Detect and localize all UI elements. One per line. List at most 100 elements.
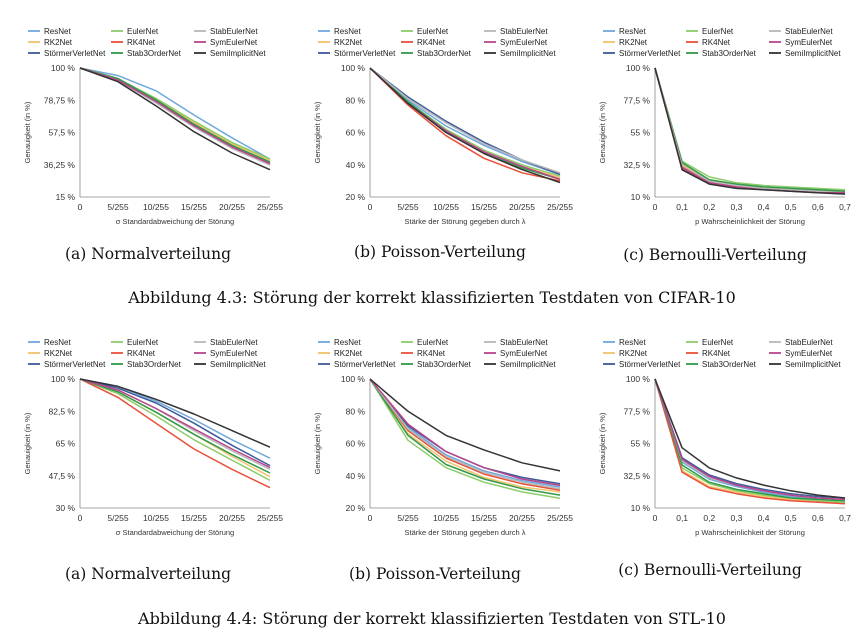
legend-label: ResNet <box>619 338 646 347</box>
x-tick-label: 15/255 <box>471 202 497 212</box>
figure-caption-stl: Abbildung 4.4: Störung der korrekt klass… <box>138 609 726 628</box>
y-tick-label: 47,5 % <box>49 471 76 481</box>
series-line-stab3ordernet <box>79 67 271 163</box>
legend-label: RK4Net <box>417 349 446 358</box>
legend-label: StabEulerNet <box>500 338 548 347</box>
x-tick-label: 15/255 <box>181 202 207 212</box>
series-line-rk2net <box>654 378 846 504</box>
chart-cifar-poisson: ResNet RK2Net StörmerVerletNet EulerNet RK4N… <box>313 27 573 226</box>
x-tick-label: 5/255 <box>107 202 129 212</box>
legend-label: StörmerVerletNet <box>619 360 681 369</box>
legend-label: StörmerVerletNet <box>44 360 106 369</box>
legend-label: RK4Net <box>417 38 446 47</box>
y-tick-label: 36,25 % <box>44 160 76 170</box>
legend-label: StabEulerNet <box>785 27 833 36</box>
x-axis-label: Stärke der Störung gegeben durch λ <box>405 528 526 537</box>
legend-label: ResNet <box>334 27 361 36</box>
y-axis-label: Genauigkeit (in %) <box>313 412 322 474</box>
series-line-symeulernet <box>654 378 846 501</box>
y-tick-label: 30 % <box>56 503 76 513</box>
legend-label: Stab3OrderNet <box>417 360 472 369</box>
series-line-störmerverletnet <box>79 378 271 467</box>
legend-label: SymEulerNet <box>785 349 833 358</box>
legend-label: RK2Net <box>334 349 363 358</box>
x-tick-label: 0,6 <box>812 513 824 523</box>
x-tick-label: 15/255 <box>471 513 497 523</box>
x-tick-label: 10/255 <box>433 513 459 523</box>
legend-label: RK4Net <box>702 38 731 47</box>
series-line-stabeulernet <box>654 67 846 194</box>
series-line-semiimplicitnet <box>79 378 271 448</box>
series-line-stab3ordernet <box>369 378 561 496</box>
legend-label: SymEulerNet <box>500 38 548 47</box>
y-tick-label: 65 % <box>56 439 76 449</box>
caption-cifar-poisson: (b) Poisson-Verteilung <box>354 243 526 261</box>
chart-stl-bernoulli: ResNet RK2Net StörmerVerletNet EulerNet RK4N… <box>598 338 851 537</box>
series-line-eulernet <box>79 378 271 482</box>
caption-stl-poisson: (b) Poisson-Verteilung <box>349 565 521 583</box>
x-tick-label: 20/255 <box>509 202 535 212</box>
legend-label: RK2Net <box>334 38 363 47</box>
caption-stl-normal: (a) Normalverteilung <box>64 565 231 583</box>
x-tick-label: 10/255 <box>143 202 169 212</box>
series-line-resnet <box>369 67 561 176</box>
series-line-störmerverletnet <box>654 67 846 194</box>
x-tick-label: 20/255 <box>219 513 245 523</box>
y-axis-label: Genauigkeit (in %) <box>598 101 607 163</box>
x-tick-label: 25/255 <box>547 513 573 523</box>
series-line-stabeulernet <box>369 378 561 490</box>
x-tick-label: 0,3 <box>731 202 743 212</box>
y-tick-label: 20 % <box>346 503 366 513</box>
series-line-rk2net <box>654 67 846 193</box>
y-axis-label: Genauigkeit (in %) <box>23 412 32 474</box>
chart-stl-normal: ResNet RK2Net StörmerVerletNet EulerNet RK4N… <box>23 338 283 537</box>
legend-label: Stab3OrderNet <box>127 360 182 369</box>
caption-cifar-bernoulli: (c) Bernoulli-Verteilung <box>623 246 807 264</box>
y-tick-label: 60 % <box>346 128 366 138</box>
legend-label: StabEulerNet <box>210 27 258 36</box>
x-tick-label: 0,5 <box>785 513 797 523</box>
x-tick-label: 15/255 <box>181 513 207 523</box>
y-tick-label: 55 % <box>631 439 651 449</box>
y-tick-label: 100 % <box>341 63 366 73</box>
figure-caption-cifar: Abbildung 4.3: Störung der korrekt klass… <box>128 288 736 307</box>
x-tick-label: 25/255 <box>547 202 573 212</box>
legend-label: EulerNet <box>702 27 734 36</box>
legend-label: Stab3OrderNet <box>417 49 472 58</box>
legend-label: StabEulerNet <box>210 338 258 347</box>
legend-label: Stab3OrderNet <box>702 360 757 369</box>
legend-label: EulerNet <box>127 27 159 36</box>
legend-label: RK4Net <box>127 349 156 358</box>
y-tick-label: 100 % <box>51 374 76 384</box>
x-tick-label: 0 <box>368 202 373 212</box>
legend-label: RK2Net <box>44 38 73 47</box>
y-tick-label: 40 % <box>346 160 366 170</box>
legend-label: RK2Net <box>44 349 73 358</box>
y-axis-label: Genauigkeit (in %) <box>23 101 32 163</box>
series-line-eulernet <box>369 67 561 177</box>
x-tick-label: 25/255 <box>257 513 283 523</box>
series-line-resnet <box>654 67 846 194</box>
legend-label: Stab3OrderNet <box>702 49 757 58</box>
legend-label: SymEulerNet <box>785 38 833 47</box>
y-axis-label: Genauigkeit (in %) <box>598 412 607 474</box>
series-line-rk4net <box>79 378 271 489</box>
y-tick-label: 80 % <box>346 406 366 416</box>
x-tick-label: 10/255 <box>433 202 459 212</box>
y-tick-label: 100 % <box>626 63 651 73</box>
y-tick-label: 100 % <box>51 63 76 73</box>
series-line-störmerverletnet <box>654 378 846 499</box>
y-tick-label: 57,5 % <box>49 128 76 138</box>
x-tick-label: 0,4 <box>758 513 770 523</box>
legend-label: StörmerVerletNet <box>334 360 396 369</box>
y-tick-label: 100 % <box>341 374 366 384</box>
y-tick-label: 82,5 % <box>49 406 76 416</box>
series-line-symeulernet <box>654 67 845 194</box>
series-line-symeulernet <box>369 378 561 487</box>
series-line-symeulernet <box>79 67 271 165</box>
legend-label: SemiImplicitNet <box>785 360 841 369</box>
legend-label: StörmerVerletNet <box>334 49 396 58</box>
x-tick-label: 10/255 <box>143 513 169 523</box>
legend-label: RK2Net <box>619 38 648 47</box>
x-tick-label: 5/255 <box>107 513 129 523</box>
